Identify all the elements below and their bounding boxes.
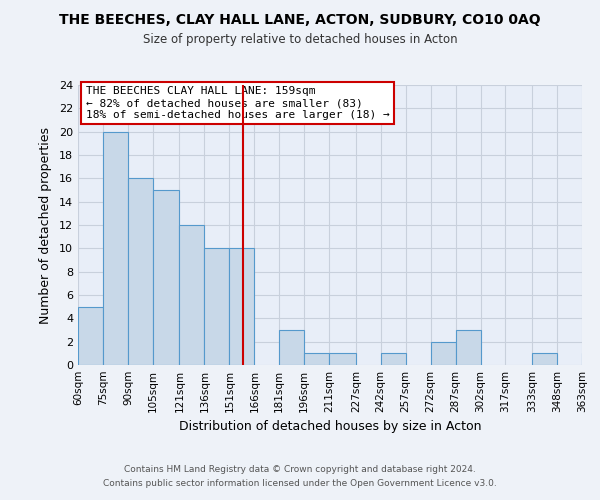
Bar xyxy=(532,354,557,365)
Bar xyxy=(103,132,128,365)
Bar xyxy=(279,330,304,365)
Text: Size of property relative to detached houses in Acton: Size of property relative to detached ho… xyxy=(143,32,457,46)
Bar xyxy=(153,190,179,365)
Bar xyxy=(205,248,229,365)
Text: THE BEECHES, CLAY HALL LANE, ACTON, SUDBURY, CO10 0AQ: THE BEECHES, CLAY HALL LANE, ACTON, SUDB… xyxy=(59,12,541,26)
Bar xyxy=(431,342,455,365)
Bar xyxy=(128,178,153,365)
Bar xyxy=(304,354,329,365)
Bar xyxy=(229,248,254,365)
Bar xyxy=(582,354,600,365)
Bar xyxy=(455,330,481,365)
Text: Contains HM Land Registry data © Crown copyright and database right 2024.
Contai: Contains HM Land Registry data © Crown c… xyxy=(103,466,497,487)
Bar xyxy=(78,306,103,365)
Bar xyxy=(179,225,205,365)
Bar xyxy=(329,354,356,365)
Y-axis label: Number of detached properties: Number of detached properties xyxy=(39,126,52,324)
X-axis label: Distribution of detached houses by size in Acton: Distribution of detached houses by size … xyxy=(179,420,481,434)
Text: THE BEECHES CLAY HALL LANE: 159sqm
← 82% of detached houses are smaller (83)
18%: THE BEECHES CLAY HALL LANE: 159sqm ← 82%… xyxy=(86,86,389,120)
Bar xyxy=(381,354,406,365)
